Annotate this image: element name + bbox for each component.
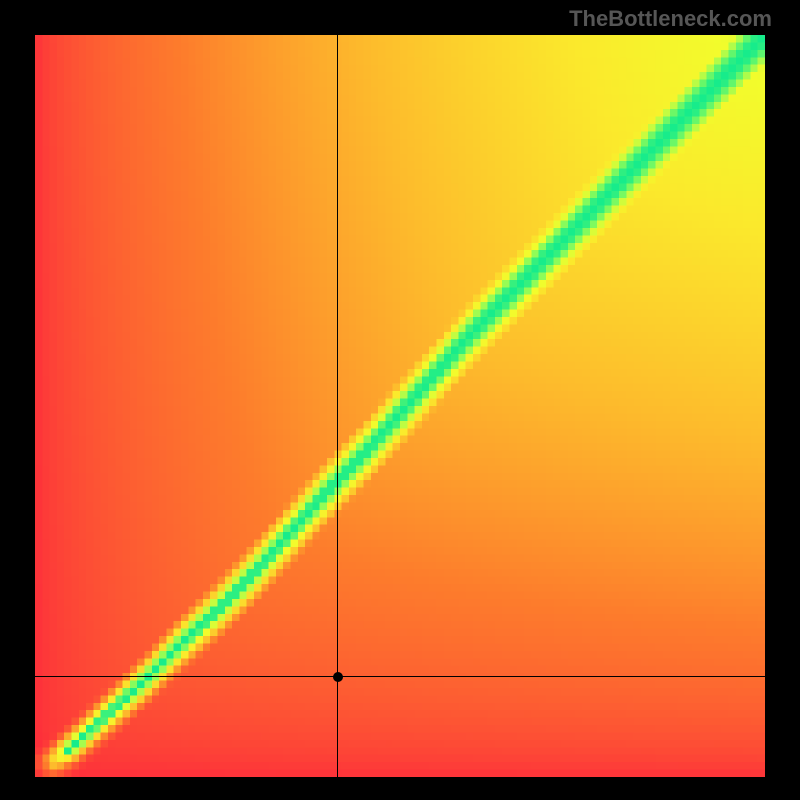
bottleneck-heatmap xyxy=(35,35,765,777)
crosshair-horizontal xyxy=(35,676,765,677)
chart-container: TheBottleneck.com xyxy=(0,0,800,800)
watermark-text: TheBottleneck.com xyxy=(569,6,772,32)
selected-point-marker xyxy=(333,672,343,682)
crosshair-vertical xyxy=(337,35,338,777)
